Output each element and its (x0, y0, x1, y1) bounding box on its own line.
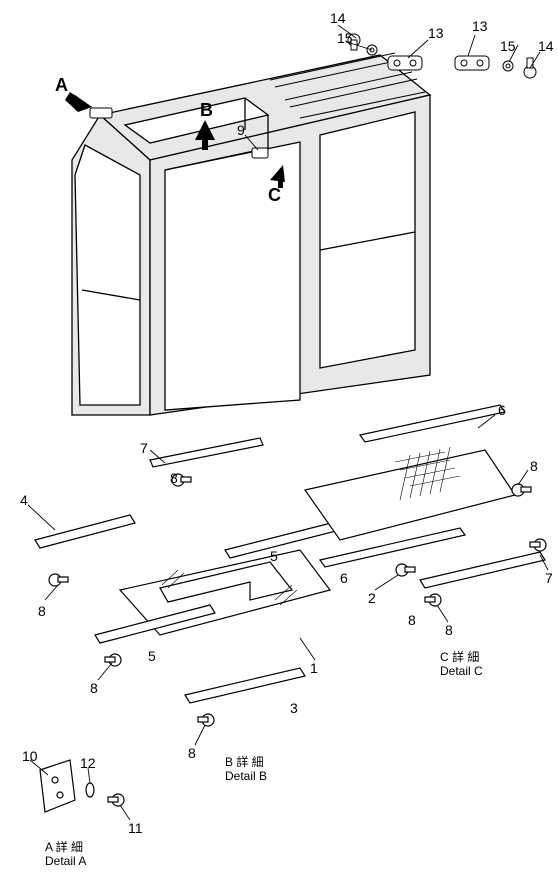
label-8b: 8 (38, 603, 46, 619)
detail-B-group (35, 438, 340, 726)
label-8g: 8 (408, 612, 416, 628)
label-10: 10 (22, 748, 38, 764)
label-A: A (55, 75, 68, 96)
label-3: 3 (290, 700, 298, 716)
label-7b: 7 (545, 570, 553, 586)
label-12: 12 (80, 755, 96, 771)
label-7: 7 (140, 440, 148, 456)
latch-9 (252, 148, 268, 158)
caption-detail-A: A 詳 細 Detail A (45, 840, 86, 869)
label-6a: 6 (498, 402, 506, 418)
label-5b: 5 (270, 548, 278, 564)
label-4: 4 (20, 492, 28, 508)
label-15b: 15 (500, 38, 516, 54)
rail-4 (35, 515, 135, 548)
rail-7-right (420, 552, 545, 588)
label-8c: 8 (90, 680, 98, 696)
rail-5-right (225, 522, 340, 558)
bolt-11 (108, 794, 124, 806)
caption-detail-B: B 詳 細 Detail B (225, 755, 267, 784)
rail-3 (185, 668, 305, 703)
label-6b: 6 (340, 570, 348, 586)
label-C: C (268, 185, 281, 206)
pin-12 (86, 783, 94, 797)
bracket-13-right (455, 56, 489, 70)
bracket-13-left (388, 56, 422, 70)
label-14b: 14 (538, 38, 554, 54)
label-8d: 8 (188, 745, 196, 761)
hinge-10 (40, 760, 75, 812)
label-11: 11 (128, 820, 143, 836)
label-8f: 8 (445, 622, 453, 638)
label-8e: 8 (530, 458, 538, 474)
label-13: 13 (428, 25, 444, 41)
label-8a: 8 (170, 470, 178, 486)
label-9: 9 (237, 122, 245, 138)
label-13b: 13 (472, 18, 488, 34)
label-B: B (200, 100, 213, 121)
diagram-canvas (0, 0, 558, 881)
cab-frame (72, 53, 430, 415)
rail-7-left (150, 438, 263, 467)
bolt-2 (396, 564, 415, 576)
label-14: 14 (330, 10, 346, 26)
label-5a: 5 (148, 648, 156, 664)
arrow-A (65, 92, 92, 112)
washer-15-right (503, 61, 513, 71)
bracket-A (90, 108, 112, 118)
label-1: 1 (310, 660, 318, 676)
label-2: 2 (368, 590, 376, 606)
label-15: 15 (337, 30, 353, 46)
caption-detail-C: C 詳 細 Detail C (440, 650, 483, 679)
